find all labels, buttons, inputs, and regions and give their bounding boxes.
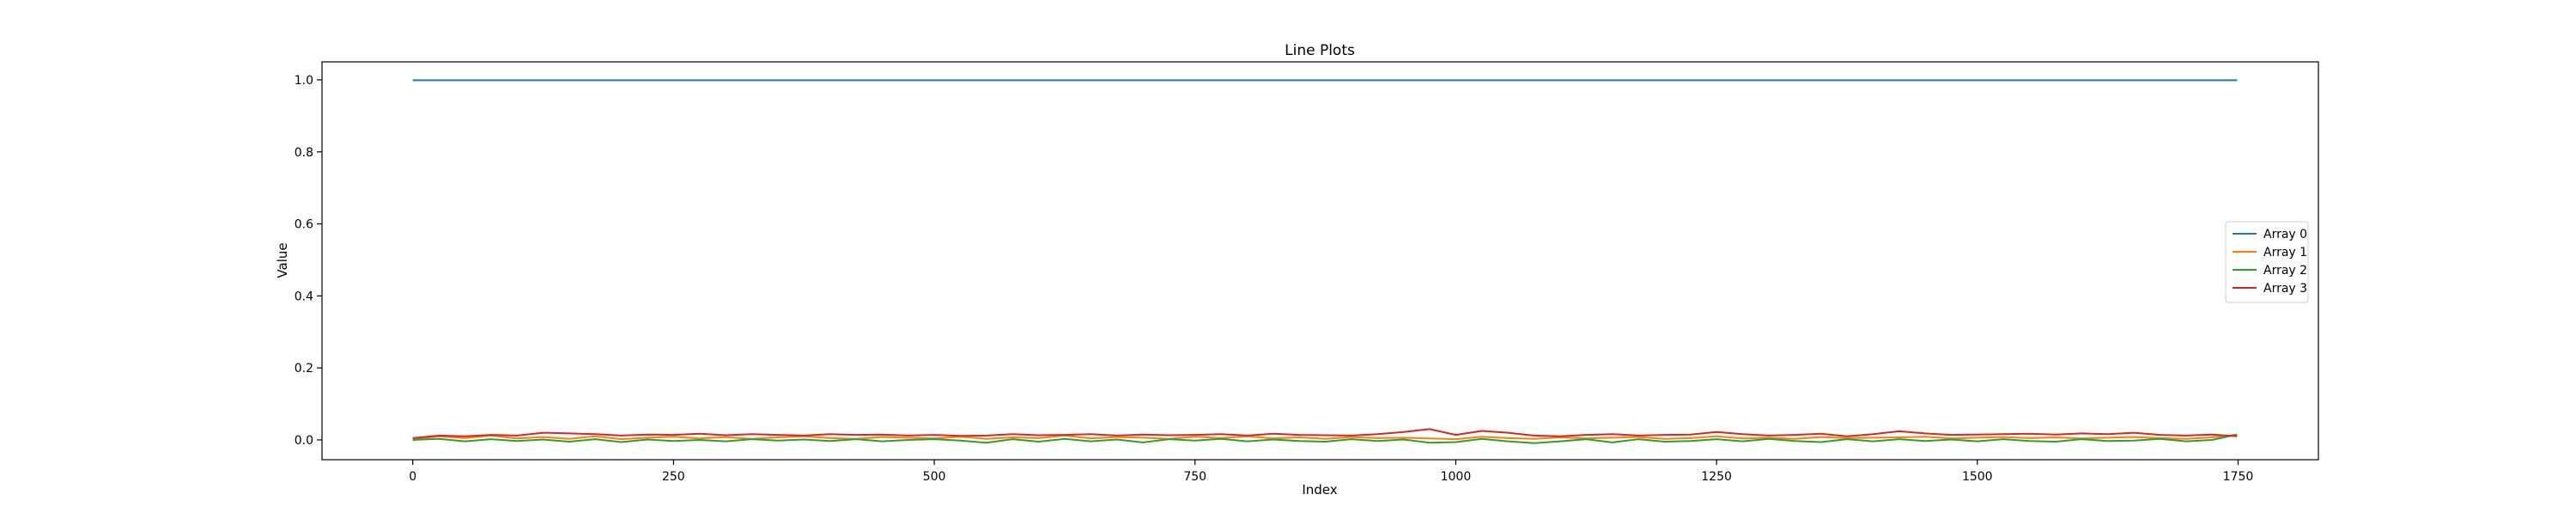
y-axis-ticks: 0.0 0.2 0.4 0.6 0.8 1.0 xyxy=(295,74,322,448)
legend-label: Array 1 xyxy=(2263,246,2307,260)
plot-frame xyxy=(321,61,2319,461)
y-tick-label: 0.2 xyxy=(295,362,313,376)
chart-title: Line Plots xyxy=(1285,42,1355,59)
series-line-3 xyxy=(412,428,2238,439)
x-tick-label: 750 xyxy=(1183,470,1206,484)
x-axis-label: Index xyxy=(1302,482,1337,498)
y-axis-label: Value xyxy=(275,242,290,278)
legend-frame xyxy=(2225,221,2309,303)
x-tick-label: 250 xyxy=(662,470,685,484)
x-tick-label: 1000 xyxy=(1441,470,1472,484)
x-tick-label: 0 xyxy=(409,470,416,484)
x-tick-label: 1750 xyxy=(2223,470,2254,484)
x-tick-label: 1500 xyxy=(1962,470,1993,484)
y-tick-label: 1.0 xyxy=(295,74,313,88)
y-tick-label: 0.4 xyxy=(295,290,313,303)
series-line-1 xyxy=(412,433,2238,441)
series-layer xyxy=(412,79,2238,444)
x-tick-label: 1250 xyxy=(1701,470,1732,484)
legend: Array 0 Array 1 Array 2 Array 3 xyxy=(2225,221,2309,303)
legend-label: Array 2 xyxy=(2263,264,2307,278)
legend-label: Array 3 xyxy=(2263,282,2307,296)
y-tick-label: 0.0 xyxy=(295,434,313,448)
x-tick-label: 500 xyxy=(923,470,946,484)
x-axis-ticks: 0 250 500 750 1000 1250 1500 1750 xyxy=(409,460,2253,484)
legend-label: Array 0 xyxy=(2263,228,2307,241)
y-tick-label: 0.8 xyxy=(295,146,313,160)
y-tick-label: 0.6 xyxy=(295,218,313,232)
series-line-2 xyxy=(412,433,2238,444)
